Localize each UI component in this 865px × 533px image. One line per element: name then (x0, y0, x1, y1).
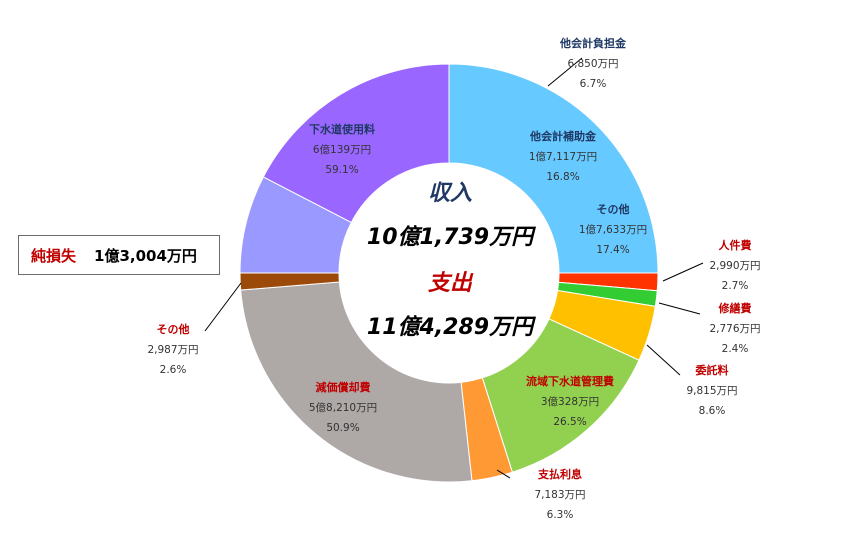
inner-category-label-3: 流域下水道管理費 (526, 374, 614, 388)
inner-leader-line-4 (496, 469, 511, 479)
inner-amount-label-2: 9,815万円 (686, 385, 737, 397)
income-total: 10億1,739万円 (367, 225, 536, 250)
outer-amount-label-3: 1億7,633万円 (579, 223, 647, 236)
inner-category-label-4: 支払利息 (537, 467, 582, 481)
inner-percent-label-1: 2.4% (722, 343, 749, 355)
inner-amount-label-6: 2,987万円 (147, 344, 198, 356)
outer-amount-label-1: 6,850万円 (567, 58, 618, 70)
inner-percent-label-5: 50.9% (326, 422, 359, 434)
outer-category-label-2: 他会計補助金 (529, 129, 597, 143)
outer-percent-label-2: 16.8% (546, 171, 579, 183)
net-loss-value: 1億3,004万円 (94, 246, 197, 265)
inner-amount-label-0: 2,990万円 (709, 260, 760, 272)
outer-category-label-3: その他 (597, 202, 630, 216)
income-title: 収入 (428, 181, 472, 206)
chart-slices (239, 63, 659, 483)
inner-amount-label-5: 5億8,210万円 (309, 401, 377, 414)
inner-leader-line-6 (204, 282, 242, 332)
outer-amount-label-0: 6億139万円 (313, 143, 371, 156)
inner-leader-line-1 (658, 302, 701, 315)
inner-category-label-6: その他 (157, 322, 190, 336)
inner-leader-line-2 (646, 344, 681, 376)
net-loss-label: 純損失 (31, 246, 77, 265)
inner-percent-label-4: 6.3% (547, 509, 574, 521)
inner-percent-label-3: 26.5% (553, 416, 586, 428)
inner-amount-label-3: 3億328万円 (541, 395, 599, 408)
leader-lines (204, 57, 704, 479)
net-loss-box: 純損失 1億3,004万円 (18, 235, 220, 275)
inner-category-label-5: 減価償却費 (316, 380, 371, 394)
inner-amount-label-1: 2,776万円 (709, 323, 760, 335)
slice-labels: 下水道使用料 6億139万円 59.1% 他会計負担金 6,850万円 6.7% 他会計補助… (147, 36, 760, 521)
inner-category-label-2: 委託料 (695, 363, 729, 377)
expense-total: 11億4,289万円 (367, 315, 536, 340)
inner-percent-label-2: 8.6% (699, 405, 726, 417)
inner-percent-label-6: 2.6% (160, 364, 187, 376)
outer-percent-label-0: 59.1% (325, 164, 358, 176)
outer-category-label-0: 下水道使用料 (309, 122, 375, 136)
inner-category-label-1: 修繕費 (718, 301, 752, 315)
outer-percent-label-1: 6.7% (580, 78, 607, 90)
outer-amount-label-2: 1億7,117万円 (529, 150, 597, 163)
inner-amount-label-4: 7,183万円 (534, 489, 585, 501)
outer-leader-line-1 (547, 57, 583, 87)
donut-hole (339, 163, 559, 383)
expense-title: 支出 (428, 271, 474, 296)
inner-percent-label-0: 2.7% (722, 280, 749, 292)
inner-category-label-0: 人件費 (719, 238, 752, 252)
inner-leader-line-0 (662, 262, 704, 282)
outer-category-label-1: 他会計負担金 (559, 36, 627, 50)
outer-percent-label-3: 17.4% (596, 244, 629, 256)
